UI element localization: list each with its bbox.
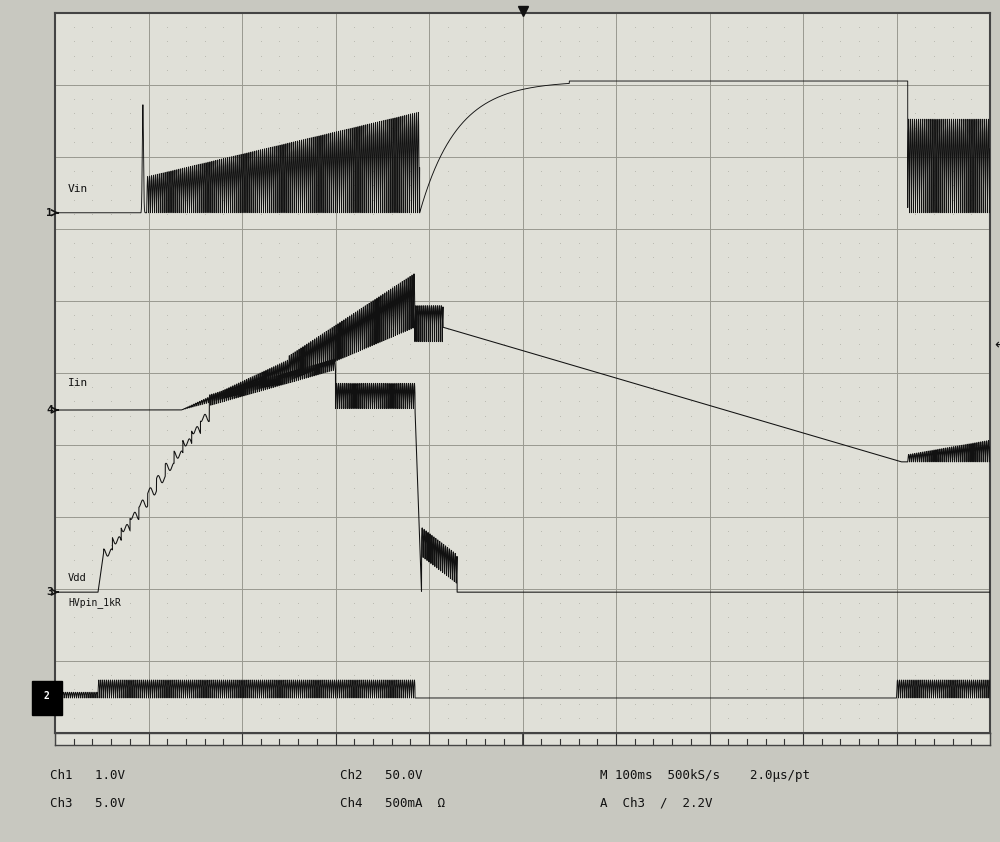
- Bar: [32, 681, 62, 715]
- Text: Ch3   5.0V: Ch3 5.0V: [50, 797, 125, 810]
- Text: Ch1   1.0V: Ch1 1.0V: [50, 769, 125, 782]
- Text: Vin: Vin: [68, 184, 88, 194]
- Text: Ch2   50.0V: Ch2 50.0V: [340, 769, 422, 782]
- Text: 2: 2: [44, 690, 50, 701]
- Text: M 100ms  500kS/s    2.0μs/pt: M 100ms 500kS/s 2.0μs/pt: [600, 769, 810, 782]
- Text: Ch4   500mA  Ω: Ch4 500mA Ω: [340, 797, 445, 810]
- Text: ←: ←: [995, 338, 1000, 352]
- Text: Iin: Iin: [68, 378, 88, 388]
- Text: 4: 4: [46, 405, 53, 415]
- Text: 1: 1: [46, 208, 53, 218]
- Text: HVpin_1kR: HVpin_1kR: [68, 597, 121, 608]
- Text: A  Ch3  /  2.2V: A Ch3 / 2.2V: [600, 797, 712, 810]
- Text: Vdd: Vdd: [68, 573, 87, 583]
- Text: 3: 3: [46, 587, 53, 597]
